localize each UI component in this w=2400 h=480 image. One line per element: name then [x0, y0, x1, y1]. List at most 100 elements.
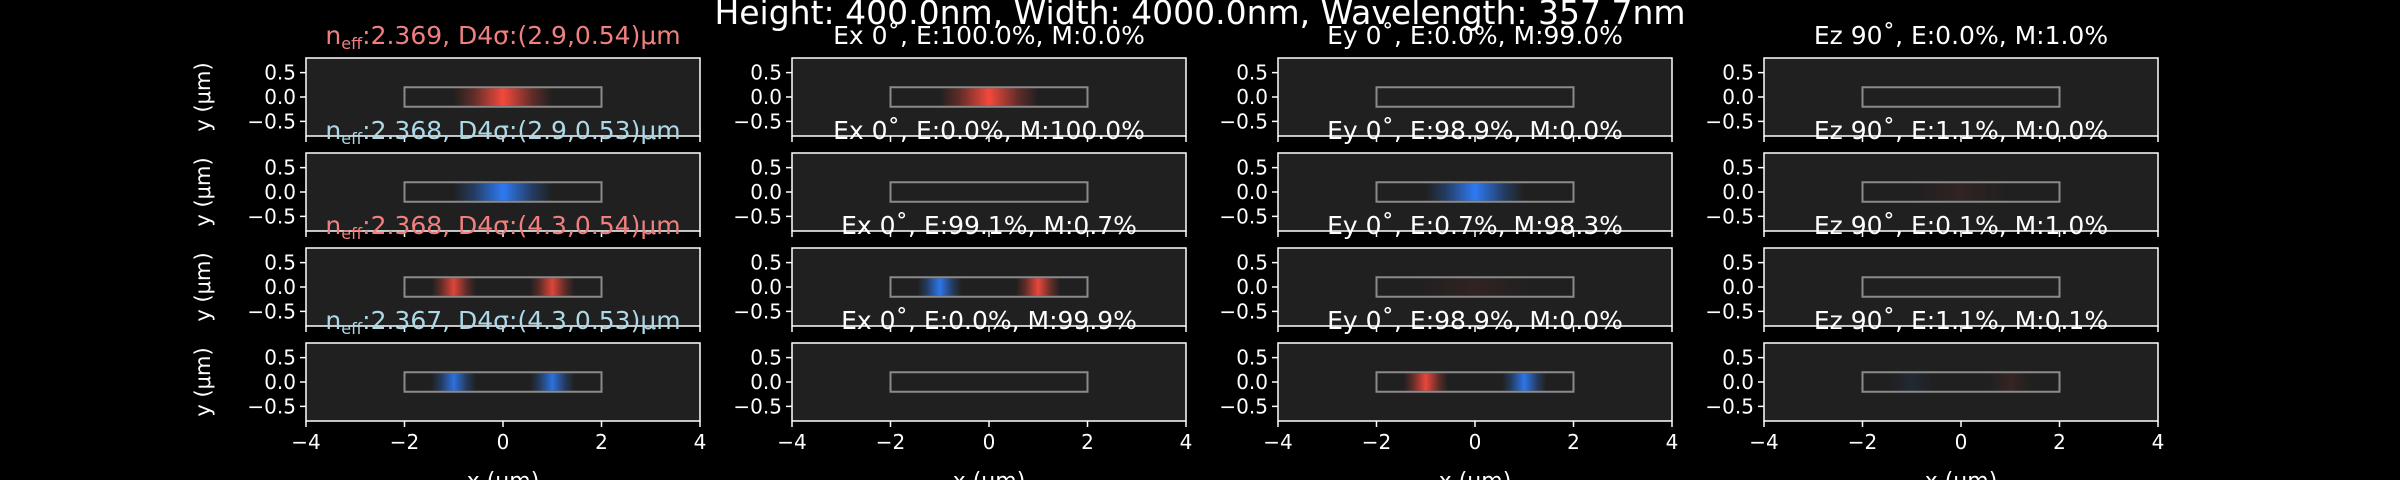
waveguide-outline — [403, 276, 603, 298]
y-tick-label: 0.5 — [264, 251, 296, 275]
field-lobe — [431, 373, 476, 391]
waveguide-outline — [403, 181, 603, 203]
y-axis-label: y (μm) — [191, 347, 215, 416]
panel-background — [792, 248, 1186, 326]
y-tick-label: 0.5 — [1236, 346, 1268, 370]
mode-panel: 0.50.0−0.5 neff:2.369, D4σ:(2.9,0.54)μm — [247, 21, 701, 142]
field-lobe — [1911, 183, 2011, 201]
y-tick-label: −0.5 — [247, 299, 296, 323]
panel-background — [792, 153, 1186, 231]
field-lobe — [1889, 373, 1934, 391]
x-tick-label: 0 — [1955, 430, 1968, 454]
mode-panel: 0.50.0−0.5 Ey 0˚, E:98.9%, M:0.0% — [1219, 116, 1673, 237]
field-lobe — [530, 278, 575, 296]
component-title: Ex 0˚, E:0.0%, M:100.0% — [833, 116, 1145, 145]
field-lobe — [1502, 373, 1547, 391]
x-tick-label: −2 — [876, 430, 905, 454]
component-title: Ez 90˚, E:1.1%, M:0.1% — [1814, 306, 2108, 335]
y-tick-label: 0.5 — [1722, 251, 1754, 275]
y-axis-label: y (μm) — [191, 252, 215, 321]
mode-panel: 0.50.0−0.5 −4 −2 0 2 4 x (μm) Ey 0˚, E:98.9%, M… — [1219, 306, 1678, 480]
y-tick-label: 0.5 — [750, 61, 782, 85]
field-lobe — [453, 88, 553, 106]
y-tick-label: 0.0 — [1722, 85, 1754, 109]
x-tick-label: −4 — [1263, 430, 1292, 454]
x-tick-label: 4 — [1180, 430, 1193, 454]
mode-panel: 0.50.0−0.5 Ez 90˚, E:1.1%, M:0.0% — [1705, 116, 2159, 237]
y-tick-label: −0.5 — [733, 204, 782, 228]
field-lobe — [453, 183, 553, 201]
field-lobe — [431, 278, 476, 296]
y-tick-label: −0.5 — [1705, 109, 1754, 133]
x-tick-label: 4 — [2152, 430, 2165, 454]
mode-panel: 0.50.0−0.5 Ez 90˚, E:0.1%, M:1.0% — [1705, 211, 2159, 332]
x-tick-label: 2 — [1081, 430, 1094, 454]
waveguide-outline — [403, 371, 603, 393]
field-lobe — [1425, 183, 1525, 201]
component-title: Ex 0˚, E:0.0%, M:99.9% — [841, 306, 1137, 335]
waveguide-outline — [1861, 86, 2061, 108]
y-tick-label: 0.0 — [1236, 180, 1268, 204]
y-tick-label: 0.5 — [264, 156, 296, 180]
x-axis-label: x (μm) — [467, 469, 540, 480]
y-tick-label: 0.0 — [750, 180, 782, 204]
mode-panel: 0.50.0−0.5 Ex 0˚, E:0.0%, M:100.0% — [733, 116, 1187, 237]
x-tick-label: 0 — [983, 430, 996, 454]
x-tick-label: −4 — [291, 430, 320, 454]
x-tick-label: −4 — [1749, 430, 1778, 454]
y-tick-label: −0.5 — [1219, 299, 1268, 323]
y-axis-label: y (μm) — [191, 62, 215, 131]
y-tick-label: 0.0 — [750, 85, 782, 109]
x-tick-label: 4 — [694, 430, 707, 454]
waveguide-outline — [1861, 371, 2061, 393]
component-title: Ey 0˚, E:0.7%, M:98.3% — [1327, 211, 1623, 240]
mode-label: neff:2.369, D4σ:(2.9,0.54)μm — [325, 21, 680, 53]
field-lobe — [1415, 278, 1535, 296]
x-axis-label: x (μm) — [1925, 469, 1998, 480]
y-tick-label: 0.5 — [264, 61, 296, 85]
y-tick-label: 0.0 — [264, 275, 296, 299]
mode-panel: 0.50.0−0.5 Ez 90˚, E:0.0%, M:1.0% — [1705, 21, 2159, 142]
y-tick-label: 0.0 — [1236, 85, 1268, 109]
waveguide-outline — [889, 86, 1089, 108]
panel-background — [1278, 58, 1672, 136]
component-title: Ex 0˚, E:99.1%, M:0.7% — [841, 211, 1137, 240]
panel-background — [306, 248, 700, 326]
x-tick-label: −2 — [390, 430, 419, 454]
y-tick-label: 0.5 — [750, 251, 782, 275]
waveguide-outline — [1861, 181, 2061, 203]
y-tick-label: −0.5 — [733, 109, 782, 133]
x-tick-label: 2 — [595, 430, 608, 454]
panel-background — [1764, 248, 2158, 326]
y-tick-label: 0.0 — [1236, 370, 1268, 394]
component-title: Ez 90˚, E:1.1%, M:0.0% — [1814, 116, 2108, 145]
mode-panel: 0.50.0−0.5 −4 −2 0 2 4 x (μm) Ez 90˚, E:1.1%, M… — [1705, 306, 2164, 480]
panel-background — [1764, 58, 2158, 136]
mode-panel: 0.50.0−0.5 Ex 0˚, E:100.0%, M:0.0% — [733, 21, 1187, 142]
field-lobe — [1016, 278, 1061, 296]
component-title: Ey 0˚, E:98.9%, M:0.0% — [1327, 306, 1623, 335]
y-tick-label: 0.5 — [1236, 61, 1268, 85]
mode-label: neff:2.368, D4σ:(4.3,0.54)μm — [325, 211, 680, 243]
field-lobe — [939, 88, 1039, 106]
mode-panel: 0.50.0−0.5 Ey 0˚, E:0.7%, M:98.3% — [1219, 211, 1673, 332]
y-tick-label: 0.0 — [1236, 275, 1268, 299]
field-lobe — [530, 373, 575, 391]
waveguide-outline — [889, 181, 1089, 203]
panel-background — [792, 343, 1186, 421]
field-lobe — [1403, 373, 1448, 391]
y-tick-label: 0.0 — [750, 275, 782, 299]
x-tick-label: 0 — [497, 430, 510, 454]
y-tick-label: −0.5 — [247, 109, 296, 133]
mode-label: neff:2.368, D4σ:(2.9,0.53)μm — [325, 116, 680, 148]
waveguide-outline — [889, 371, 1089, 393]
mode-panel: 0.50.0−0.5 neff:2.368, D4σ:(2.9,0.53)μm — [247, 116, 701, 237]
field-lobe — [917, 278, 962, 296]
x-tick-label: 2 — [1567, 430, 1580, 454]
component-title: Ez 90˚, E:0.0%, M:1.0% — [1814, 21, 2108, 50]
x-tick-label: −4 — [777, 430, 806, 454]
y-tick-label: −0.5 — [1219, 394, 1268, 418]
figure-title: Height: 400.0nm, Width: 4000.0nm, Wavele… — [714, 0, 1685, 32]
